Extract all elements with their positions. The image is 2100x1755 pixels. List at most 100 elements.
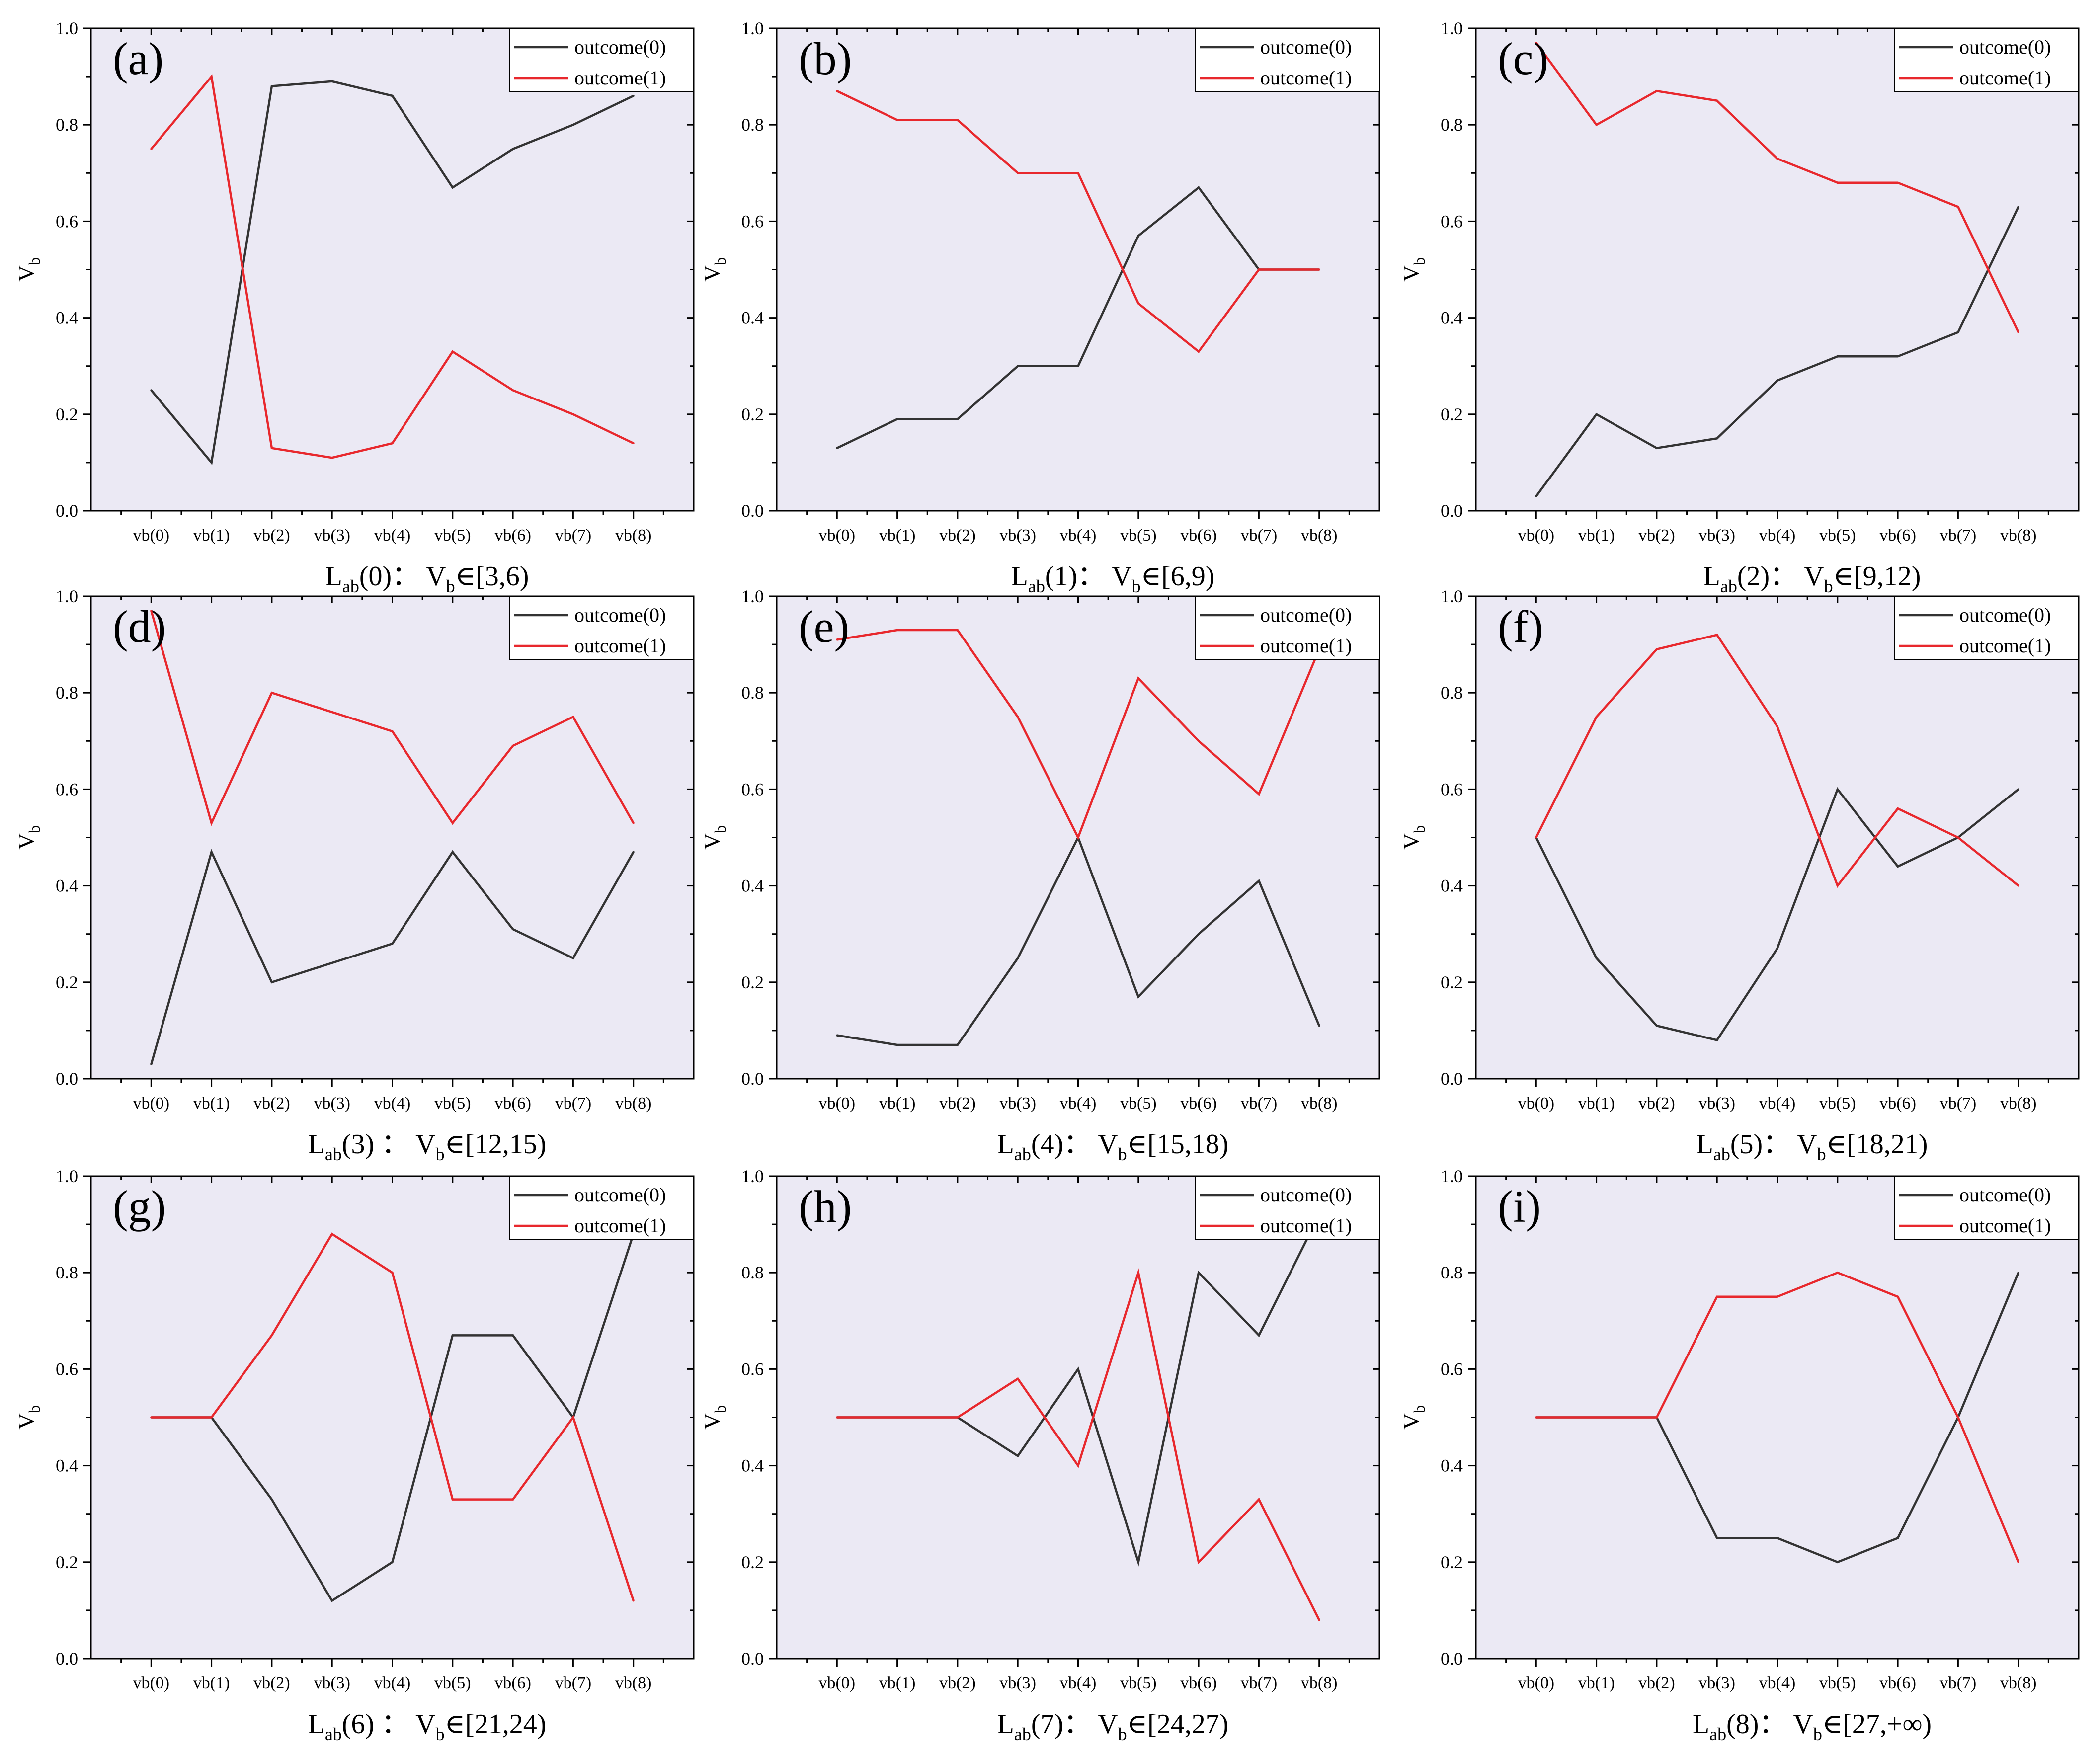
y-tick-label: 0.6 — [741, 779, 764, 799]
legend-box — [1195, 28, 1380, 92]
data-point — [1017, 716, 1019, 718]
x-tick-label: vb(1) — [879, 1094, 916, 1113]
x-tick-label: vb(4) — [1759, 526, 1796, 545]
y-axis-label: Vb — [13, 825, 43, 850]
legend-label: outcome(1) — [1959, 67, 2051, 89]
data-point — [270, 1334, 273, 1337]
x-tick-label: vb(1) — [1578, 1674, 1615, 1692]
y-tick-label: 0.0 — [1441, 501, 1463, 521]
x-tick-label: vb(6) — [1879, 1094, 1916, 1113]
data-point — [572, 1416, 574, 1419]
y-tick-label: 0.4 — [741, 1456, 764, 1476]
x-tick-label: vb(1) — [193, 1674, 230, 1692]
y-tick-label: 0.6 — [1441, 779, 1463, 799]
y-tick-label: 0.6 — [56, 779, 78, 799]
data-point — [451, 1334, 454, 1337]
y-tick-label: 0.2 — [1441, 404, 1463, 424]
data-point — [1836, 884, 1839, 887]
chart-panel-a: 0.0 0.2 0.4 0.6 0.8 1.0 vb(0) vb(1) vb(2) vb(3) vb… — [13, 18, 695, 596]
x-tick-label: vb(8) — [615, 1674, 652, 1692]
data-point — [1716, 634, 1718, 636]
data-point — [512, 148, 514, 150]
y-axis-label-sub: b — [711, 257, 729, 265]
x-tick-label: vb(2) — [1638, 526, 1675, 545]
y-axis-label-main: V — [13, 265, 39, 282]
x-tick-label: vb(2) — [1638, 1094, 1675, 1113]
data-point — [1137, 995, 1139, 998]
chart-panel-e: 0.0 0.2 0.4 0.6 0.8 1.0 vb(0) vb(1) vb(2) vb(3) vb… — [699, 586, 1380, 1164]
x-tick-label: vb(2) — [939, 526, 976, 545]
x-tick-label: vb(5) — [1819, 1094, 1856, 1113]
y-tick-label: 0.6 — [1441, 211, 1463, 231]
x-tick-label: vb(8) — [2000, 1094, 2037, 1113]
x-tick-label: vb(8) — [615, 526, 652, 545]
data-point — [572, 957, 574, 959]
data-point — [632, 94, 635, 97]
data-point — [1198, 186, 1200, 189]
caption-rest: (6) ： V — [342, 1709, 436, 1740]
legend-label: outcome(0) — [574, 604, 666, 626]
y-axis-label-sub: b — [711, 1405, 729, 1413]
caption-rest: (4)： V — [1031, 1129, 1118, 1160]
data-point — [1137, 1561, 1139, 1563]
x-tick-label: vb(1) — [1578, 1094, 1615, 1113]
legend-label: outcome(1) — [1260, 1214, 1352, 1237]
y-tick-label: 0.8 — [1441, 683, 1463, 703]
data-point — [1318, 1619, 1320, 1621]
data-point — [512, 928, 514, 930]
data-point — [1957, 836, 1959, 839]
x-tick-label: vb(5) — [1819, 526, 1856, 545]
y-axis-label-sub: b — [25, 257, 43, 265]
caption-sub: ab — [1709, 1724, 1726, 1744]
x-tick-label: vb(4) — [1060, 1094, 1097, 1113]
data-point — [1776, 947, 1778, 950]
data-point — [836, 1034, 838, 1037]
y-tick-label: 0.6 — [741, 211, 764, 231]
data-point — [451, 350, 454, 353]
x-tick-label: vb(8) — [2000, 1674, 2037, 1692]
data-point — [572, 716, 574, 718]
data-point — [1836, 1272, 1839, 1274]
data-point — [1198, 740, 1200, 742]
y-axis-label-sub: b — [1410, 825, 1428, 833]
caption-sub2: b — [1118, 1144, 1127, 1164]
data-point — [1957, 206, 1959, 208]
data-point — [1137, 235, 1139, 237]
data-point — [451, 186, 454, 189]
data-point — [270, 447, 273, 449]
legend-label: outcome(0) — [1959, 36, 2051, 58]
legend-label: outcome(0) — [574, 36, 666, 58]
data-point — [896, 629, 898, 631]
caption-main: L — [1693, 1709, 1709, 1740]
data-point — [512, 389, 514, 392]
y-tick-label: 0.0 — [741, 1649, 764, 1669]
x-axis-caption: Lab(2)： Vb∈[9,12) — [1703, 561, 1921, 596]
data-point — [210, 851, 213, 853]
plot-area — [90, 27, 695, 512]
data-point — [1655, 648, 1658, 650]
panel-label: (h) — [799, 1181, 852, 1232]
data-point — [1897, 355, 1899, 358]
x-axis-caption: Lab(8)： Vb∈[27,+∞) — [1693, 1709, 1932, 1744]
legend-box — [1195, 596, 1380, 660]
y-tick-label: 0.4 — [56, 1456, 78, 1476]
x-tick-label: vb(3) — [1698, 1674, 1735, 1692]
caption-sub: ab — [342, 576, 359, 596]
data-point — [512, 1334, 514, 1337]
x-tick-label: vb(5) — [1819, 1674, 1856, 1692]
x-tick-label: vb(7) — [1241, 526, 1278, 545]
y-axis-label-sub: b — [1410, 257, 1428, 265]
data-point — [632, 851, 635, 853]
caption-rest: (8)： V — [1726, 1709, 1813, 1740]
y-tick-label: 1.0 — [741, 586, 764, 606]
data-point — [1017, 1377, 1019, 1380]
x-axis-caption: Lab(6) ： Vb∈[21,24) — [308, 1709, 547, 1744]
y-axis-label: Vb — [699, 257, 729, 282]
caption-sub: ab — [1720, 576, 1737, 596]
data-point — [331, 1233, 333, 1235]
chart-panel-c: 0.0 0.2 0.4 0.6 0.8 1.0 vb(0) vb(1) vb(2) vb(3) vb… — [1398, 18, 2080, 596]
y-tick-label: 0.2 — [741, 972, 764, 992]
y-tick-label: 0.0 — [741, 501, 764, 521]
y-tick-label: 1.0 — [56, 18, 78, 38]
